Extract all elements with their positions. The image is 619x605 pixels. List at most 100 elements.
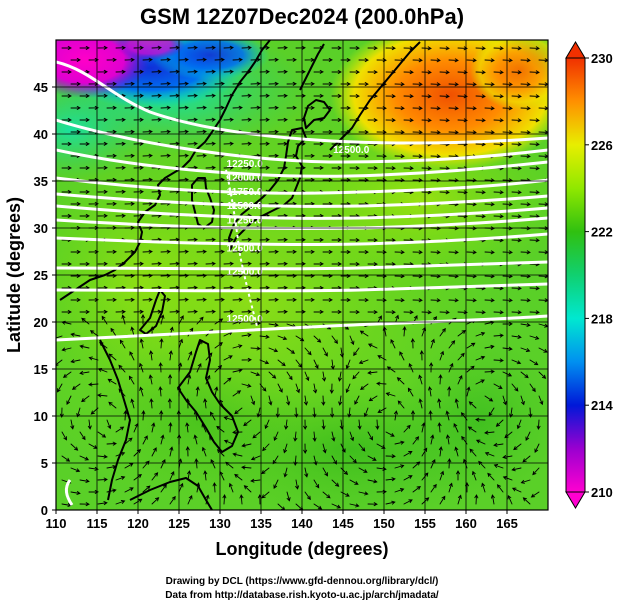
streamline-arrow	[493, 383, 503, 389]
streamline-arrow	[250, 297, 261, 302]
streamline-arrow	[97, 309, 108, 314]
streamline-arrow	[128, 375, 135, 385]
streamline-arrow	[304, 297, 315, 302]
streamline-arrow	[151, 189, 162, 194]
streamline-arrow	[520, 371, 529, 379]
streamline-arrow	[133, 117, 144, 122]
streamline-arrow	[295, 117, 306, 122]
streamline-arrow	[277, 309, 288, 314]
streamline-arrow	[262, 443, 270, 452]
streamline-arrow	[538, 154, 548, 159]
streamline-arrow	[286, 81, 297, 86]
streamline-arrow	[530, 491, 540, 498]
streamline-arrow	[349, 94, 360, 99]
streamline-arrow	[358, 491, 369, 496]
streamline-arrow	[502, 58, 513, 63]
streamline-arrow	[447, 386, 452, 397]
streamline-arrow	[142, 249, 153, 254]
streamline-arrow	[250, 395, 256, 406]
streamline-arrow	[283, 443, 288, 454]
streamline-arrow	[106, 249, 117, 254]
streamline-arrow	[345, 359, 351, 370]
streamline-arrow	[223, 117, 234, 122]
streamline-arrow	[232, 81, 243, 86]
streamline-arrow	[410, 338, 415, 349]
streamline-arrow	[313, 237, 324, 242]
streamline-arrow	[313, 309, 324, 314]
streamline-arrow	[394, 298, 405, 303]
streamline-arrow	[457, 310, 468, 315]
streamline-arrow	[511, 166, 522, 171]
streamline-arrow	[466, 342, 476, 349]
streamline-arrow	[277, 93, 288, 98]
streamline-arrow	[331, 69, 342, 74]
streamline-arrow	[268, 322, 279, 327]
streamline-arrow	[268, 371, 277, 379]
streamline-arrow	[214, 105, 225, 110]
streamline-arrow	[438, 446, 443, 457]
streamline-arrow	[421, 190, 432, 195]
streamline-arrow	[124, 249, 135, 254]
streamline-arrow	[511, 214, 522, 219]
streamline-arrow	[502, 298, 513, 303]
streamline-arrow	[313, 213, 324, 218]
streamline-arrow	[448, 130, 459, 135]
streamline-arrow	[223, 285, 234, 290]
streamline-arrow	[484, 58, 495, 63]
streamline-arrow	[439, 350, 445, 361]
streamline-arrow	[357, 419, 362, 430]
streamline-arrow	[205, 45, 216, 50]
streamline-arrow	[493, 142, 504, 147]
streamline-arrow	[268, 297, 279, 302]
streamline-arrow	[331, 503, 342, 509]
streamline-arrow	[169, 495, 176, 505]
streamline-arrow	[493, 442, 504, 447]
streamline-arrow	[160, 297, 171, 302]
streamline-arrow	[511, 467, 522, 472]
streamline-arrow	[511, 118, 522, 123]
streamline-arrow	[178, 57, 189, 62]
streamline-arrow	[187, 237, 198, 242]
streamline-arrow	[445, 434, 450, 445]
streamline-arrow	[283, 467, 288, 478]
streamline-arrow	[160, 81, 171, 86]
streamline-arrow	[79, 93, 90, 98]
streamline-arrow	[203, 470, 208, 481]
streamline-arrow	[273, 431, 279, 442]
streamline-arrow	[294, 407, 299, 418]
streamline-arrow	[123, 410, 128, 421]
streamline-arrow	[178, 105, 189, 110]
streamline-arrow	[313, 261, 324, 266]
streamline-arrow	[87, 419, 92, 430]
streamline-arrow	[511, 142, 522, 147]
streamline-arrow	[475, 46, 486, 51]
streamline-arrow	[393, 410, 398, 421]
streamline-arrow	[286, 491, 291, 502]
y-tick-label: 45	[34, 80, 48, 95]
streamline-arrow	[439, 94, 450, 99]
streamline-arrow	[196, 339, 203, 349]
streamline-arrow	[268, 249, 279, 254]
streamline-arrow	[520, 82, 531, 87]
streamline-arrow	[529, 166, 540, 171]
streamline-arrow	[241, 117, 252, 122]
streamline-arrow	[277, 237, 288, 242]
streamline-arrow	[457, 46, 468, 51]
streamline-arrow	[421, 46, 432, 51]
streamline-arrow	[259, 141, 270, 146]
streamline-arrow	[493, 214, 504, 219]
streamline-arrow	[250, 105, 261, 110]
streamline-arrow	[243, 419, 252, 427]
streamline-arrow	[385, 477, 396, 482]
y-tick-label: 0	[41, 503, 48, 518]
streamline-arrow	[304, 105, 315, 110]
streamline-arrow	[223, 416, 234, 421]
streamline-arrow	[106, 464, 117, 469]
streamline-arrow	[397, 400, 405, 409]
streamline-arrow	[475, 214, 486, 219]
streamline-arrow	[205, 141, 216, 146]
streamline-arrow	[322, 443, 327, 454]
streamline-arrow	[520, 323, 531, 327]
streamline-arrow	[511, 334, 522, 339]
